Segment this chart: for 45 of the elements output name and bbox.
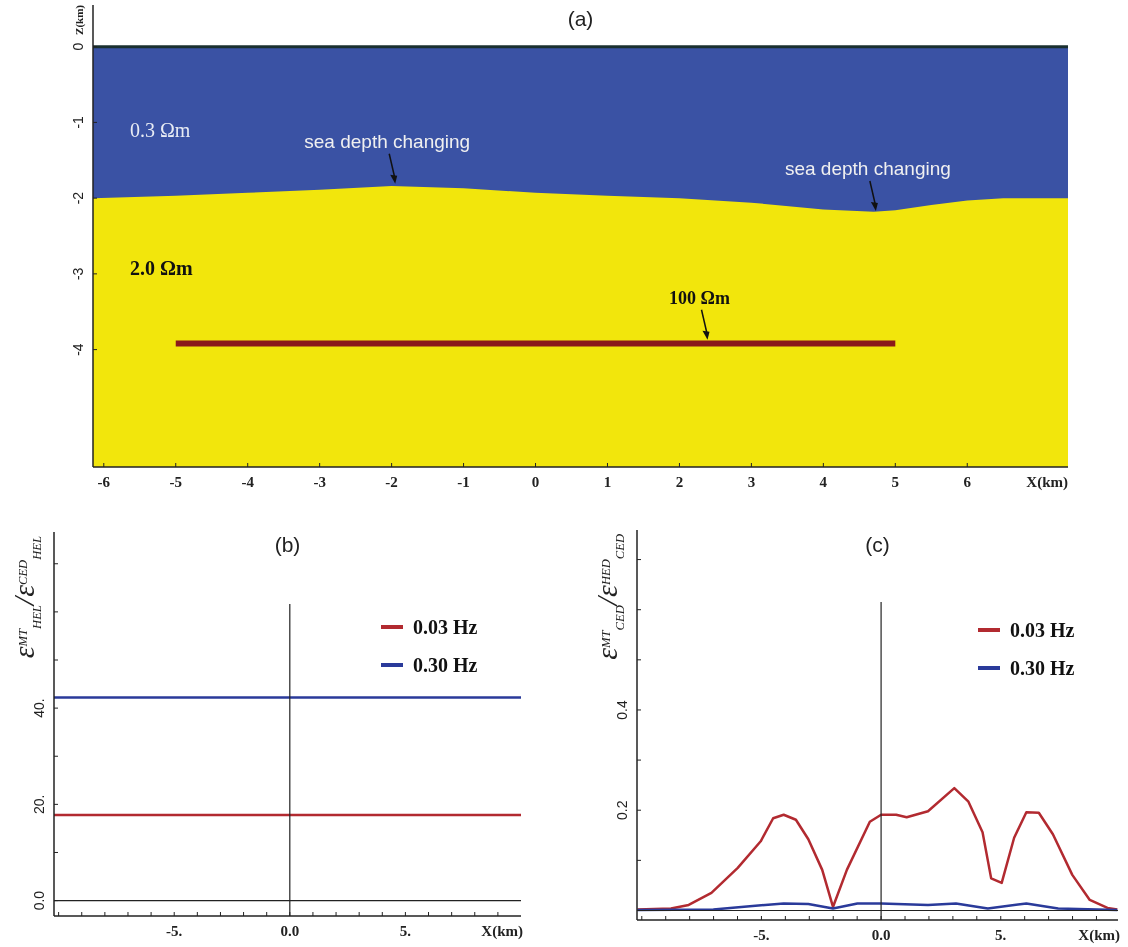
x-tick-label: -4	[241, 474, 255, 490]
annotation: sea depth changing	[304, 130, 471, 152]
y-tick-label: 0.0	[31, 890, 47, 911]
legend-label: 0.03 Hz	[1010, 619, 1075, 641]
x-tick-label: -5.	[753, 927, 770, 943]
x-tick-label: 5.	[399, 923, 412, 939]
x-tick-label: -2	[385, 474, 398, 490]
x-tick-label: -6	[97, 474, 111, 490]
y-tick-label: 40.	[31, 698, 47, 718]
x-tick-label: -5.	[166, 923, 183, 939]
x-tick-label: 0.0	[871, 927, 891, 943]
x-tick-label: 6	[963, 474, 972, 490]
annotation: 0.3 Ωm	[130, 118, 191, 141]
x-tick-label: 5.	[995, 927, 1007, 943]
x-tick-label: -1	[457, 474, 470, 490]
x-tick-label: 5	[891, 474, 900, 490]
x-axis-title: X(km)	[1026, 474, 1068, 491]
x-tick-label: -5	[169, 474, 182, 490]
x-tick-label: 0.0	[280, 923, 300, 939]
x-tick-label: -3	[313, 474, 326, 490]
x-tick-label: 0	[531, 474, 540, 490]
legend-label: 0.30 Hz	[413, 654, 478, 676]
y-tick-label: -2	[70, 191, 86, 205]
chart-title: (c)	[865, 533, 890, 556]
y-tick-label: 0.2	[614, 800, 630, 820]
y-axis-title: Z(km)	[73, 4, 86, 35]
annotation: 100 Ωm	[669, 287, 730, 308]
x-tick-label: 3	[747, 474, 756, 490]
y-tick-label: 0	[70, 42, 86, 51]
x-axis-title: X(km)	[1078, 927, 1120, 944]
annotation: sea depth changing	[784, 158, 951, 180]
y-tick-label: -1	[70, 115, 86, 129]
chart-title: (a)	[567, 7, 594, 30]
y-tick-label: 20.	[31, 794, 47, 815]
y-tick-label: -3	[70, 267, 86, 281]
x-axis-title: X(km)	[481, 923, 523, 940]
chart-title: (b)	[274, 533, 301, 556]
legend-label: 0.30 Hz	[1010, 657, 1075, 679]
legend-label: 0.03 Hz	[413, 616, 478, 638]
x-tick-label: 2	[675, 474, 684, 490]
annotation: 2.0 Ωm	[130, 257, 194, 280]
x-tick-label: 4	[819, 474, 828, 490]
y-tick-label: -4	[70, 343, 86, 356]
y-tick-label: 0.4	[614, 700, 630, 720]
x-tick-label: 1	[603, 474, 612, 490]
